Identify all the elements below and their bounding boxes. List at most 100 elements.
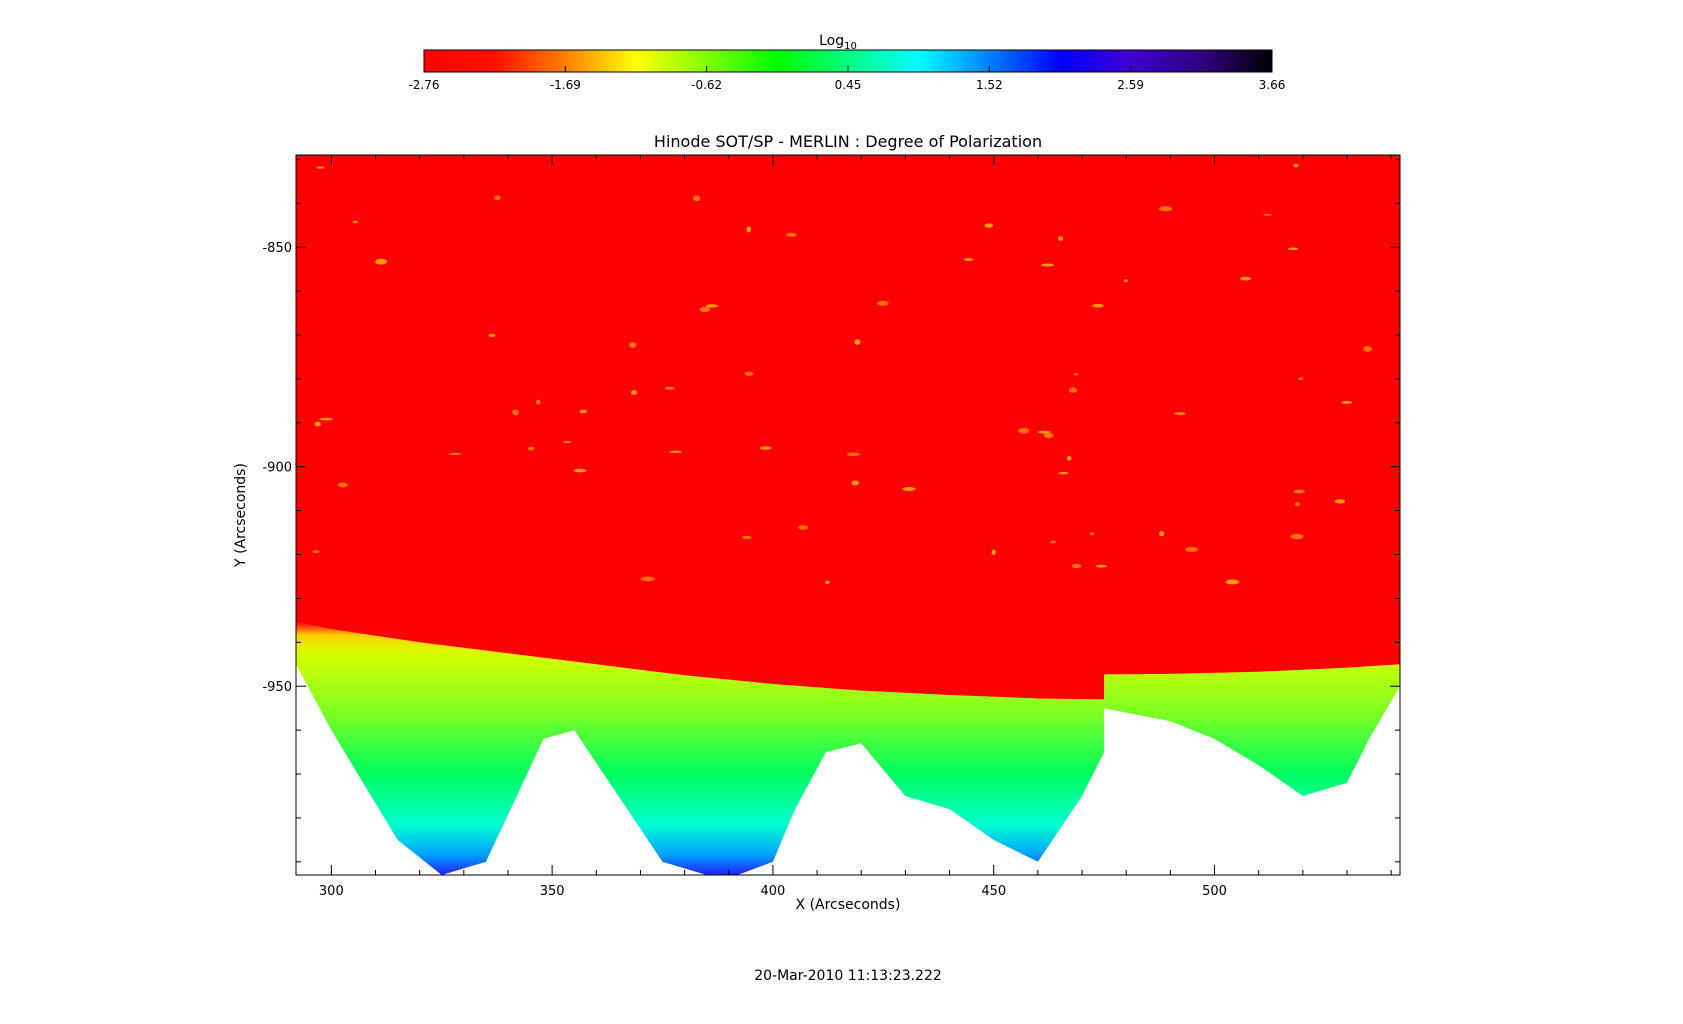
polarization-feature	[1290, 533, 1304, 540]
polarization-feature	[902, 487, 916, 491]
colorbar-label-text: Log	[819, 33, 844, 49]
polarization-feature	[1298, 377, 1304, 381]
polarization-feature	[314, 421, 321, 427]
polarization-feature	[1018, 428, 1030, 434]
polarization-feature	[1293, 489, 1305, 494]
polarization-feature	[1068, 387, 1078, 393]
polarization-feature	[1058, 236, 1064, 241]
polarization-feature	[1293, 163, 1299, 168]
polarization-feature	[319, 417, 333, 421]
plot-area: 300 350 400 450 500 -850 -900 -950	[262, 154, 1401, 899]
polarization-feature	[579, 409, 587, 414]
x-axis-label: X (Arcseconds)	[796, 897, 901, 913]
polarization-feature	[1363, 346, 1372, 352]
y-axis-label: Y (Arcseconds)	[233, 463, 249, 568]
colorbar-tick-label: 0.45	[835, 78, 862, 92]
polarization-feature	[693, 195, 701, 202]
x-tick-label: 400	[761, 884, 786, 899]
polarization-feature	[528, 446, 535, 451]
polarization-feature	[991, 549, 996, 556]
polarization-feature	[1041, 263, 1054, 267]
polarization-feature	[1225, 579, 1240, 585]
polarization-feature	[312, 550, 320, 554]
polarization-feature	[1287, 247, 1299, 251]
polarization-feature	[1092, 303, 1104, 308]
polarization-feature	[629, 342, 637, 348]
colorbar-ticks: -2.76 -1.69 -0.62 0.45 1.52 2.59 3.66	[408, 66, 1285, 92]
chart-title: Hinode SOT/SP - MERLIN : Degree of Polar…	[654, 132, 1042, 151]
colorbar-tick-label: 3.66	[1259, 78, 1286, 92]
disk-polarization-features	[312, 163, 1372, 585]
polarization-feature	[705, 304, 719, 308]
polarization-feature	[1073, 373, 1079, 376]
polarization-feature	[631, 390, 637, 395]
polarization-feature	[786, 232, 797, 237]
colorbar: Log10 -2.76 -1.69 -0.62 0.45 1.52 2.59 3.66	[408, 33, 1285, 92]
polarization-feature	[1066, 455, 1072, 461]
polarization-feature	[797, 525, 809, 530]
polarization-feature	[488, 333, 496, 338]
polarization-feature	[562, 440, 571, 444]
polarization-feature	[1334, 499, 1346, 504]
polarization-feature	[1240, 276, 1251, 281]
polarization-feature	[664, 386, 676, 390]
polarization-feature	[851, 480, 859, 486]
polarization-feature	[759, 446, 772, 450]
polarization-feature	[1263, 213, 1272, 216]
polarization-feature	[337, 482, 348, 488]
polarization-feature	[1294, 502, 1300, 507]
x-tick-label: 500	[1202, 884, 1227, 899]
polarization-feature	[1174, 412, 1186, 415]
y-tick-label: -900	[262, 461, 292, 476]
polarization-feature	[448, 452, 462, 455]
solar-disk-region	[296, 155, 1400, 700]
polarization-feature	[1071, 563, 1082, 569]
x-axis-ticks: 300 350 400 450 500	[319, 155, 1392, 899]
y-axis-ticks: -850 -900 -950	[262, 158, 1400, 863]
polarization-feature	[1043, 432, 1054, 439]
polarization-feature	[984, 223, 994, 228]
polarization-feature	[1095, 564, 1108, 568]
colorbar-tick-label: -1.69	[550, 78, 581, 92]
polarization-feature	[746, 226, 752, 233]
polarization-feature	[1089, 532, 1095, 536]
polarization-feature	[1184, 547, 1199, 552]
polarization-feature	[742, 535, 752, 540]
polarization-feature	[1058, 471, 1069, 475]
polarization-feature	[699, 306, 711, 313]
polarization-feature	[669, 450, 682, 453]
colorbar-label-subscript: 10	[844, 41, 857, 52]
polarization-feature	[846, 452, 860, 457]
polarization-feature	[877, 300, 889, 306]
polarization-feature	[1159, 206, 1173, 212]
polarization-feature	[825, 580, 830, 585]
polarization-feature	[744, 371, 754, 376]
colorbar-tick-label: 1.52	[976, 78, 1003, 92]
y-tick-label: -850	[262, 241, 292, 256]
polarization-feature	[512, 409, 519, 416]
polarization-feature	[536, 399, 541, 405]
polarization-feature	[854, 339, 861, 345]
off-limb-emission	[296, 622, 1400, 875]
polarization-feature	[1050, 540, 1057, 544]
polarization-feature	[963, 258, 974, 261]
y-tick-label: -950	[262, 680, 292, 695]
polarization-feature	[316, 166, 325, 169]
polarization-feature	[573, 468, 587, 473]
colorbar-tick-label: -0.62	[691, 78, 722, 92]
x-tick-label: 450	[981, 884, 1006, 899]
polarization-feature	[353, 220, 358, 224]
polarization-feature	[640, 576, 655, 582]
polarization-feature	[375, 258, 388, 265]
polarization-feature	[494, 195, 501, 201]
polarization-feature	[1341, 400, 1353, 404]
colorbar-tick-label: 2.59	[1117, 78, 1144, 92]
colorbar-tick-label: -2.76	[408, 78, 439, 92]
x-tick-label: 350	[540, 884, 565, 899]
timestamp: 20-Mar-2010 11:13:23.222	[754, 968, 942, 984]
polarization-feature	[1123, 279, 1128, 283]
plot-frame	[295, 154, 1401, 876]
x-tick-label: 300	[319, 884, 344, 899]
colorbar-label: Log10	[819, 33, 857, 52]
